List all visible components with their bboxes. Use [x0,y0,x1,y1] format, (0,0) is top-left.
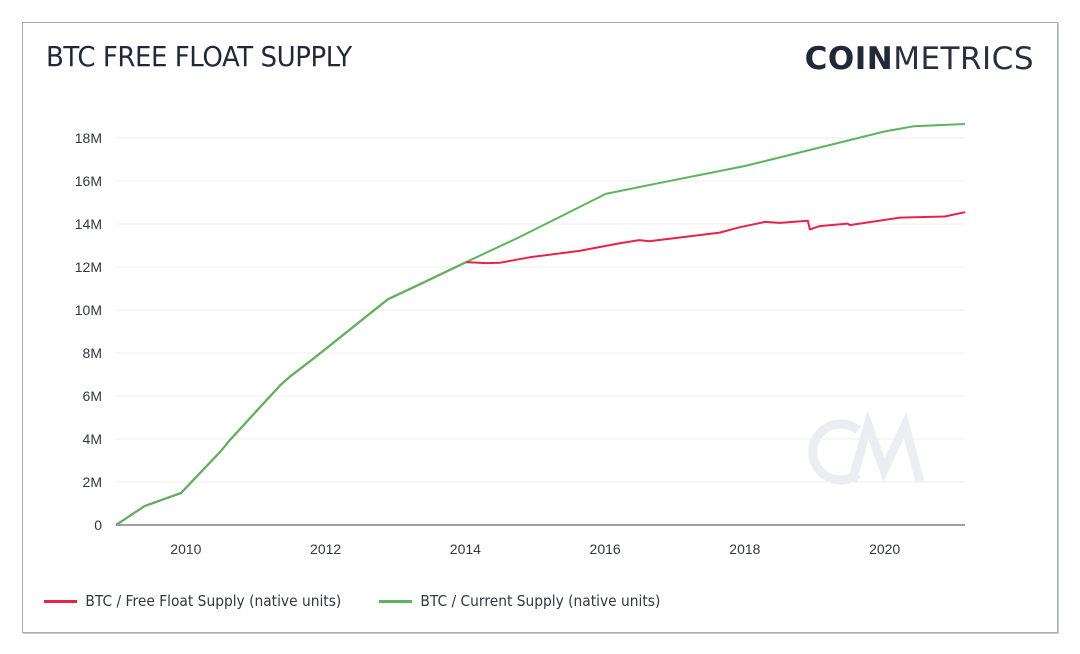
y-axis: 0 2M 4M 6M 8M 10M 12M 14M 16M 18M [75,130,102,533]
x-tick-label: 2010 [170,541,201,557]
x-tick-label: 2016 [590,541,621,557]
x-axis: 2010 2012 2014 2016 2018 2020 [170,541,900,557]
y-tick-label: 2M [83,474,102,490]
coinmetrics-logo: COINMETRICS [805,41,1034,77]
y-tick-label: 4M [83,431,102,447]
x-tick-label: 2020 [869,541,900,557]
chart-frame [22,22,1058,633]
y-tick-label: 10M [75,302,102,318]
x-tick-label: 2018 [729,541,760,557]
series-line-current-supply-overlap [115,261,467,526]
legend-swatch-free-float [44,599,78,603]
legend: BTC / Free Float Supply (native units) B… [44,592,697,610]
logo-bold-text: COIN [804,41,894,77]
cm-watermark-logo [808,410,925,485]
y-tick-label: 0 [94,517,102,533]
legend-label-free-float: BTC / Free Float Supply (native units) [85,592,342,610]
logo-light-text: METRICS [893,41,1034,77]
series-lines [115,123,966,526]
y-tick-label: 12M [75,259,102,275]
legend-item-current-supply[interactable]: BTC / Current Supply (native units) [379,592,661,610]
grid-lines [116,137,965,483]
legend-swatch-current-supply [379,599,413,603]
legend-item-free-float[interactable]: BTC / Free Float Supply (native units) [44,592,341,610]
x-tick-label: 2014 [450,541,481,557]
y-tick-label: 18M [75,130,102,146]
legend-label-current-supply: BTC / Current Supply (native units) [420,592,661,610]
y-tick-label: 6M [83,388,102,404]
y-tick-label: 16M [75,173,102,189]
chart-title: BTC FREE FLOAT SUPPLY [46,40,352,73]
y-tick-label: 8M [83,345,102,361]
x-tick-label: 2012 [310,541,341,557]
y-tick-label: 14M [75,216,102,232]
series-line-current-supply [115,123,966,526]
